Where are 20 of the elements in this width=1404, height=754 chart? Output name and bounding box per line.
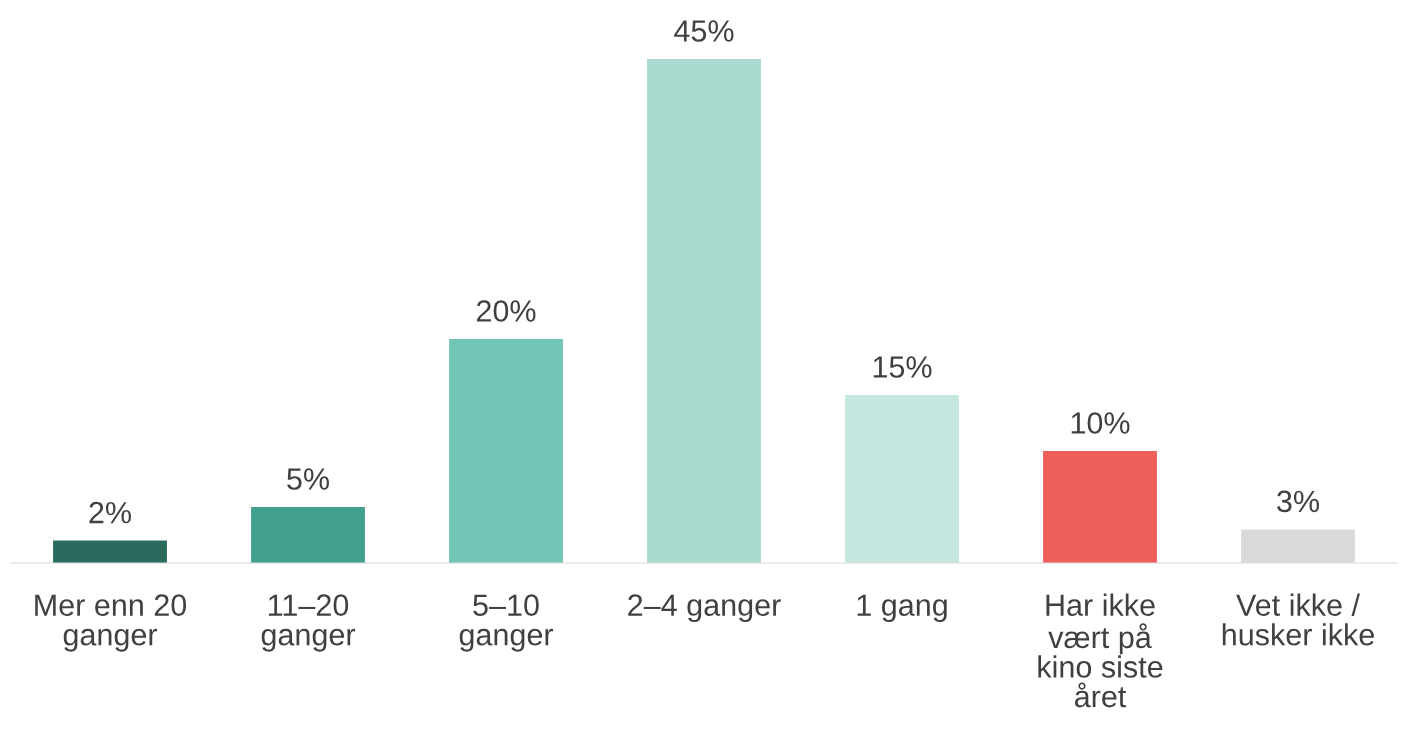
data-label: 15% (873, 356, 932, 378)
x-tick-label: Vet ikke / husker ikke (1222, 593, 1374, 646)
bar (449, 338, 563, 563)
bar (845, 394, 959, 563)
data-label: 5% (287, 468, 329, 490)
data-label: 20% (476, 300, 536, 322)
x-tick-label: 11–20 ganger (261, 594, 356, 652)
bar (251, 507, 365, 563)
x-tick-label: 1 gang (857, 594, 947, 623)
data-label: 10% (1071, 412, 1130, 434)
data-label: 45% (674, 20, 734, 42)
x-tick-label: Har ikke vært på kino siste året (1038, 593, 1163, 708)
x-tick-label: 2–4 ganger (628, 594, 781, 623)
x-tick-label: 5–10 ganger (459, 594, 554, 652)
bar (53, 540, 167, 563)
bar (1043, 450, 1157, 563)
data-label: 3% (1277, 490, 1319, 513)
bar (647, 58, 761, 563)
data-label: 2% (89, 501, 131, 524)
x-tick-label: Mer enn 20 ganger (35, 594, 187, 652)
